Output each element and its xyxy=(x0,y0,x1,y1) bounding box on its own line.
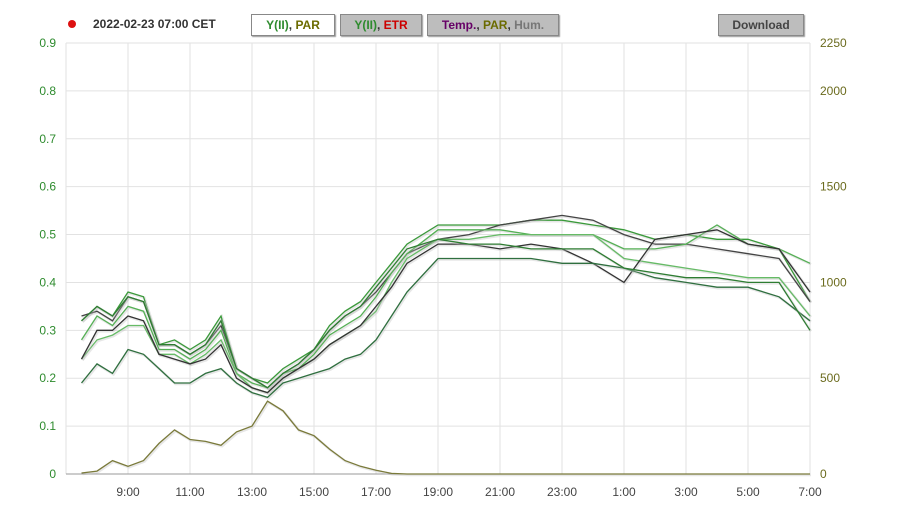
series-shadow xyxy=(81,258,812,400)
series-line-0 xyxy=(81,219,811,384)
y-right-tick-label: 1000 xyxy=(820,275,847,289)
tab-label-part: Hum. xyxy=(514,18,545,32)
series-shadow xyxy=(81,229,813,396)
tab-yii-etr[interactable]: Y(II), ETR xyxy=(340,14,422,36)
y-left-tick-label: 0.3 xyxy=(39,323,56,337)
y-right-tick-label: 2250 xyxy=(820,36,847,50)
series-shadow xyxy=(82,215,813,391)
series-shadow xyxy=(81,234,812,396)
tab-label-part: Y(II) xyxy=(354,18,377,32)
tab-label-part: PAR xyxy=(295,18,320,32)
series-shadow xyxy=(81,224,812,391)
y-left-tick-label: 0.2 xyxy=(39,371,56,385)
tab-temp-par-hum[interactable]: Temp., PAR, Hum. xyxy=(427,14,559,36)
y-left-tick-label: 0.7 xyxy=(39,132,56,146)
tab-label-part: , xyxy=(476,18,483,32)
series-line-6 xyxy=(81,238,811,389)
y-left-tick-label: 0.8 xyxy=(39,84,56,98)
y-right-tick-label: 0 xyxy=(820,467,827,481)
x-tick-label: 13:00 xyxy=(237,485,267,499)
x-tick-label: 11:00 xyxy=(175,485,204,499)
y-right-tick-label: 500 xyxy=(820,371,840,385)
toolbar: 2022-02-23 07:00 CET Y(II), PAR Y(II), E… xyxy=(0,14,900,38)
y-left-tick-label: 0 xyxy=(49,467,56,481)
series-line-7 xyxy=(81,400,810,475)
tab-label-part: ETR xyxy=(383,18,408,32)
tab-label-part: , xyxy=(377,18,384,32)
x-tick-label: 3:00 xyxy=(674,485,698,499)
x-tick-label: 19:00 xyxy=(423,485,453,499)
x-tick-label: 21:00 xyxy=(485,485,515,499)
y-left-tick-label: 0.4 xyxy=(39,275,56,289)
y-right-tick-label: 2000 xyxy=(820,84,847,98)
series-shadow xyxy=(82,400,811,477)
x-tick-label: 23:00 xyxy=(547,485,577,499)
series-line-4 xyxy=(80,229,811,394)
y-left-tick-label: 0.9 xyxy=(39,36,56,50)
tab-label-part: , xyxy=(507,18,515,32)
x-tick-label: 9:00 xyxy=(116,485,140,499)
y-left-tick-label: 0.5 xyxy=(39,228,56,242)
x-tick-label: 7:00 xyxy=(798,485,822,499)
x-tick-label: 15:00 xyxy=(299,485,329,499)
tab-label-part: , xyxy=(288,18,296,32)
series-line-5 xyxy=(80,257,811,399)
series-line-2 xyxy=(80,224,811,389)
y-left-tick-label: 0.6 xyxy=(39,180,56,194)
y-right-tick-label: 1500 xyxy=(820,180,847,194)
tab-label-part: Y(II) xyxy=(266,18,289,32)
x-tick-label: 1:00 xyxy=(612,485,636,499)
series-shadow xyxy=(81,239,813,391)
status-dot xyxy=(68,20,76,28)
x-tick-label: 5:00 xyxy=(736,485,760,499)
date-label: 2022-02-23 07:00 CET xyxy=(93,17,216,31)
y-left-tick-label: 0.1 xyxy=(39,419,56,433)
tab-label-part: PAR xyxy=(483,18,508,32)
series-shadow xyxy=(81,219,813,386)
download-button[interactable]: Download xyxy=(718,14,804,36)
tab-yii-par[interactable]: Y(II), PAR xyxy=(251,14,335,36)
tab-label-part: Temp. xyxy=(441,18,477,32)
x-tick-label: 17:00 xyxy=(361,485,391,499)
